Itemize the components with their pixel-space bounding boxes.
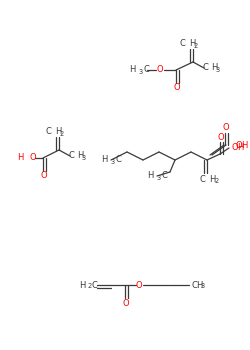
Text: C: C (202, 63, 208, 72)
Text: C: C (68, 152, 74, 161)
Text: H: H (241, 140, 248, 149)
Text: H: H (211, 63, 218, 72)
Text: 3: 3 (201, 284, 205, 289)
Text: H: H (77, 152, 84, 161)
Text: O: O (236, 140, 242, 149)
Text: H: H (130, 65, 136, 75)
Text: O: O (218, 133, 224, 142)
Text: H: H (78, 280, 85, 289)
Text: H: H (209, 175, 216, 183)
Text: C: C (45, 127, 51, 136)
Text: O: O (232, 144, 238, 153)
Text: H: H (189, 40, 196, 49)
Text: C: C (161, 172, 167, 181)
Text: C: C (199, 175, 205, 183)
Text: 3: 3 (216, 66, 220, 72)
Text: 2: 2 (215, 178, 219, 184)
Text: 3: 3 (82, 154, 86, 161)
Text: O: O (123, 299, 129, 308)
Text: H: H (237, 144, 244, 153)
Text: O: O (41, 172, 47, 181)
Text: C: C (143, 65, 149, 75)
Text: H: H (18, 154, 24, 162)
Text: 2: 2 (194, 43, 198, 49)
Text: C: C (92, 280, 98, 289)
Text: 3: 3 (139, 69, 143, 75)
Text: 2: 2 (60, 131, 64, 137)
Text: H: H (196, 280, 202, 289)
Text: 3: 3 (157, 175, 161, 181)
Text: H: H (102, 155, 108, 164)
Text: O: O (29, 154, 36, 162)
Text: H: H (148, 172, 154, 181)
Text: C: C (115, 155, 121, 164)
Text: O: O (174, 84, 180, 92)
Text: H: H (55, 127, 62, 136)
Text: C: C (179, 40, 185, 49)
Text: O: O (136, 280, 142, 289)
Text: O: O (157, 65, 163, 75)
Text: O: O (223, 124, 229, 133)
Text: 3: 3 (111, 159, 115, 164)
Text: C: C (191, 280, 197, 289)
Text: 2: 2 (88, 284, 92, 289)
